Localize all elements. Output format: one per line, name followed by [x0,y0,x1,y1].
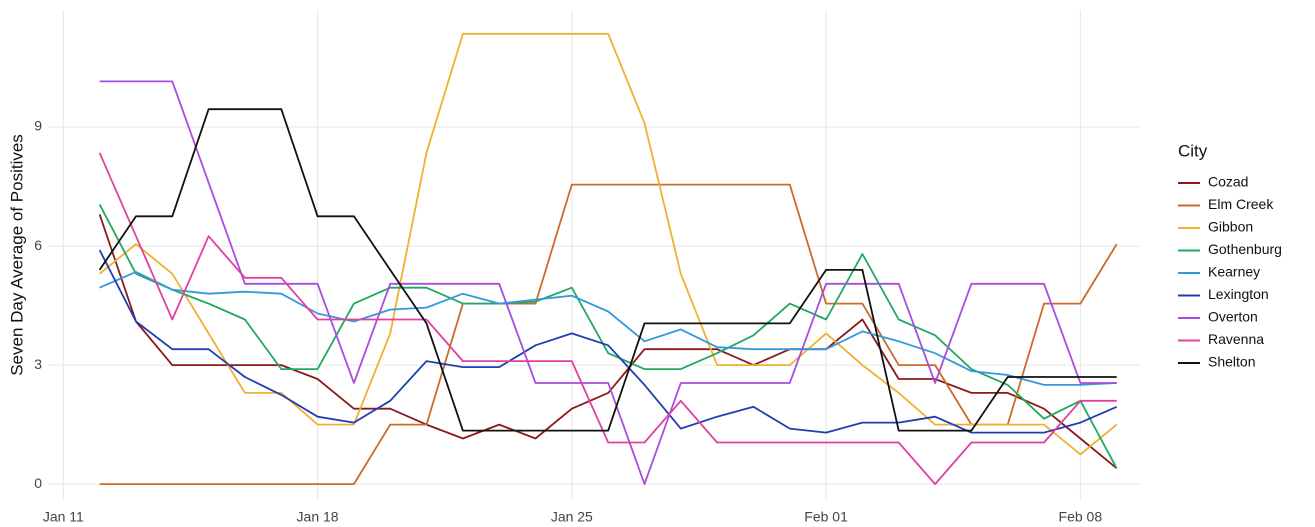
x-tick-label: Feb 08 [1059,509,1103,525]
y-tick-label: 0 [34,475,42,491]
legend-label: Gothenburg [1208,241,1282,257]
series-line [98,108,1117,432]
series-line [99,183,1118,485]
y-tick-label: 9 [34,118,42,134]
legend-title: City [1178,141,1208,160]
x-tick-label: Jan 25 [551,509,593,525]
series-line [99,271,1117,386]
series-line [98,152,1117,485]
series-line [98,203,1118,469]
legend-label: Ravenna [1208,331,1264,347]
y-tick-label: 3 [34,356,42,372]
series-line [98,249,1118,434]
y-tick-label: 6 [34,237,42,253]
x-tick-label: Jan 18 [297,509,339,525]
legend-label: Kearney [1208,264,1260,280]
x-tick-label: Jan 11 [43,509,84,525]
y-axis-title: Seven Day Average of Positives [7,134,26,376]
x-tick-label: Feb 01 [804,509,848,525]
legend-label: Shelton [1208,354,1255,370]
grid [48,10,1140,500]
series-line [99,80,1117,485]
legend-label: Elm Creek [1208,196,1274,212]
legend-label: Lexington [1208,286,1269,302]
legend-label: Overton [1208,309,1258,325]
legend-label: Cozad [1208,174,1248,190]
legend-label: Gibbon [1208,219,1253,235]
series-line [99,32,1118,456]
